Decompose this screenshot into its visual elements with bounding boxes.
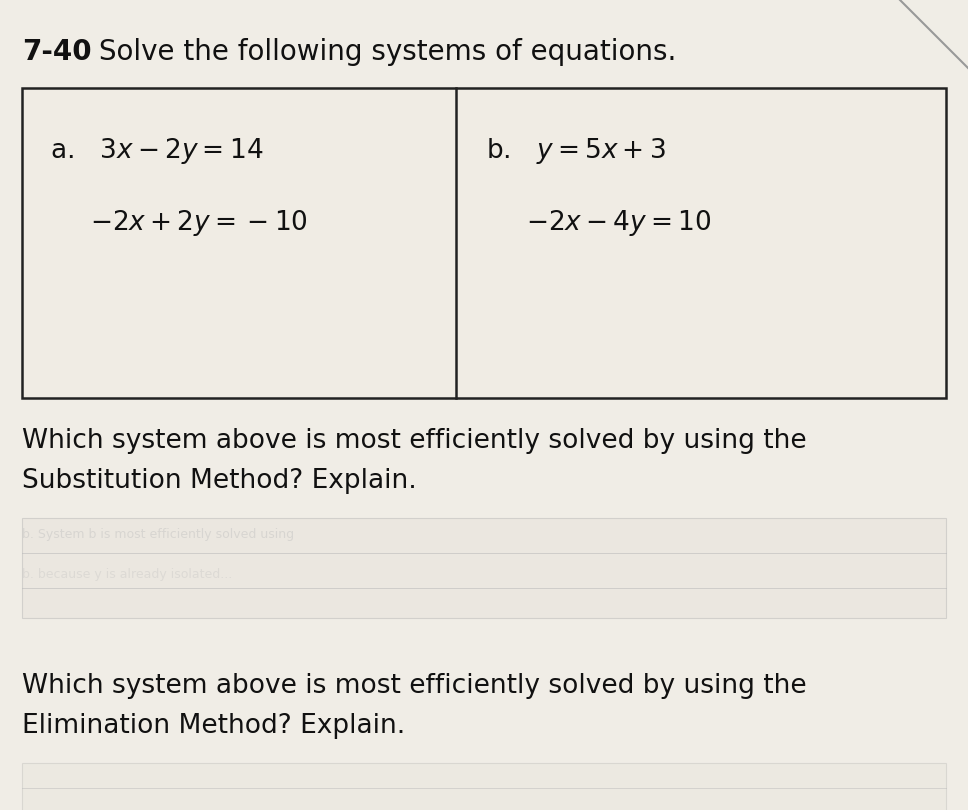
Bar <box>22 88 946 398</box>
Text: Substitution Method? Explain.: Substitution Method? Explain. <box>22 468 417 494</box>
Text: Which system above is most efficiently solved by using the: Which system above is most efficiently s… <box>22 428 806 454</box>
Text: b.   $y = 5x + 3$: b. $y = 5x + 3$ <box>486 136 666 166</box>
Text: 7-40: 7-40 <box>22 38 92 66</box>
Text: Which system above is most efficiently solved by using the: Which system above is most efficiently s… <box>22 673 806 699</box>
Text: b. because y is already isolated...: b. because y is already isolated... <box>22 568 232 581</box>
Bar <box>22 763 946 810</box>
Text: a.   $3x - 2y = 14$: a. $3x - 2y = 14$ <box>50 136 263 166</box>
Text: b. System b is most efficiently solved using: b. System b is most efficiently solved u… <box>22 528 294 541</box>
Text: $-2x + 2y = -10$: $-2x + 2y = -10$ <box>90 208 308 238</box>
Text: Solve the following systems of equations.: Solve the following systems of equations… <box>90 38 677 66</box>
Bar <box>22 518 946 618</box>
Text: Elimination Method? Explain.: Elimination Method? Explain. <box>22 713 406 739</box>
Text: $-2x - 4y = 10$: $-2x - 4y = 10$ <box>527 208 711 238</box>
